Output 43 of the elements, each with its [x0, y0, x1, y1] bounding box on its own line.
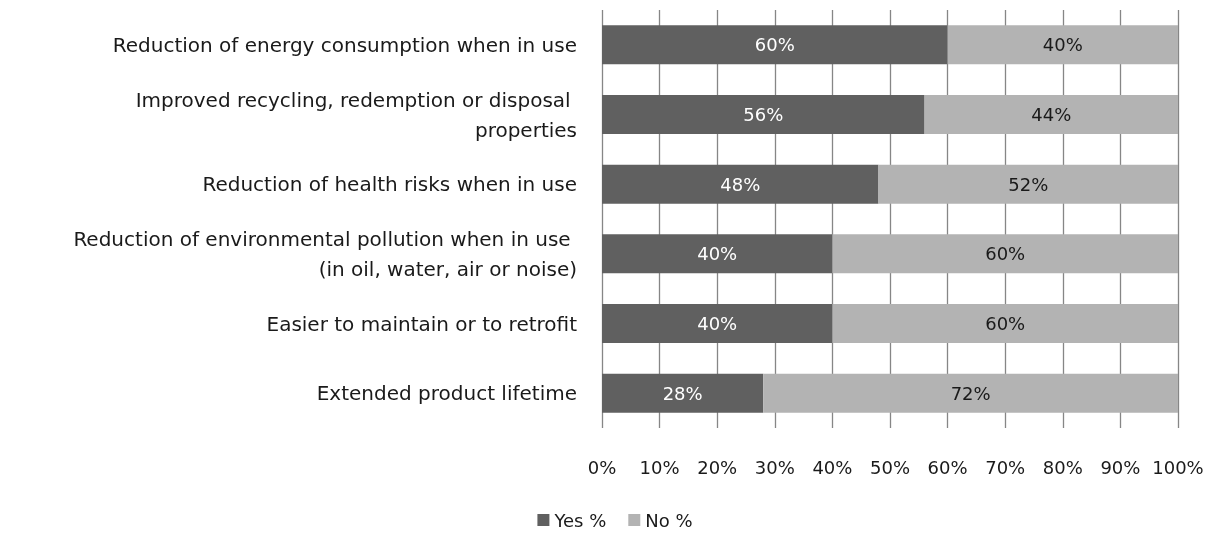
x-tick-label: 10% — [639, 456, 680, 478]
x-tick-label: 60% — [927, 456, 968, 478]
data-label: 40% — [697, 313, 738, 334]
data-label: 60% — [754, 34, 795, 56]
data-label: 60% — [985, 313, 1026, 334]
data-label: 52% — [1008, 173, 1049, 195]
data-label: 56% — [743, 104, 784, 125]
x-tick-label: 40% — [812, 456, 853, 478]
x-tick-label: 20% — [697, 456, 738, 478]
x-tick-label: 70% — [985, 456, 1026, 478]
bar — [832, 303, 1178, 344]
data-label: 44% — [1031, 104, 1072, 125]
legend-label: No % — [645, 509, 693, 531]
y-tick-label: Reduction of health risks when in use — [202, 172, 577, 197]
data-label: 72% — [950, 382, 991, 404]
bar — [602, 164, 879, 204]
bar — [878, 164, 1178, 204]
y-tick-label: Easier to maintain or to retrofit — [266, 311, 578, 336]
y-tick-label: Reduction of energy consumption when in use — [112, 32, 577, 57]
x-tick-label: 100% — [1152, 456, 1204, 478]
bar — [602, 373, 764, 413]
legend-label: Yes % — [553, 509, 607, 531]
data-label: 40% — [1042, 34, 1083, 56]
x-tick-label: 50% — [869, 456, 911, 478]
data-label: 28% — [662, 382, 703, 404]
bar — [763, 373, 1178, 413]
data-label: 60% — [985, 243, 1026, 265]
y-tick-label: Extended product lifetime — [316, 381, 577, 406]
x-tick-label: 0% — [587, 456, 617, 478]
bar — [924, 94, 1178, 135]
bar — [832, 234, 1178, 274]
y-tick-label: Reduction of environmental pollution when in use (in oil, water, air or noise) — [73, 226, 577, 281]
bar — [602, 303, 833, 344]
y-tick-label: Improved recycling, redemption or disposal properties — [135, 87, 577, 142]
data-label: 48% — [720, 173, 761, 195]
x-tick-label: 90% — [1100, 456, 1141, 478]
bar — [947, 25, 1178, 65]
x-tick-label: 80% — [1042, 456, 1083, 478]
data-label: 40% — [697, 243, 738, 265]
x-tick-label: 30% — [754, 456, 795, 478]
bar — [602, 94, 925, 135]
bar — [602, 25, 948, 65]
bar — [602, 234, 833, 274]
